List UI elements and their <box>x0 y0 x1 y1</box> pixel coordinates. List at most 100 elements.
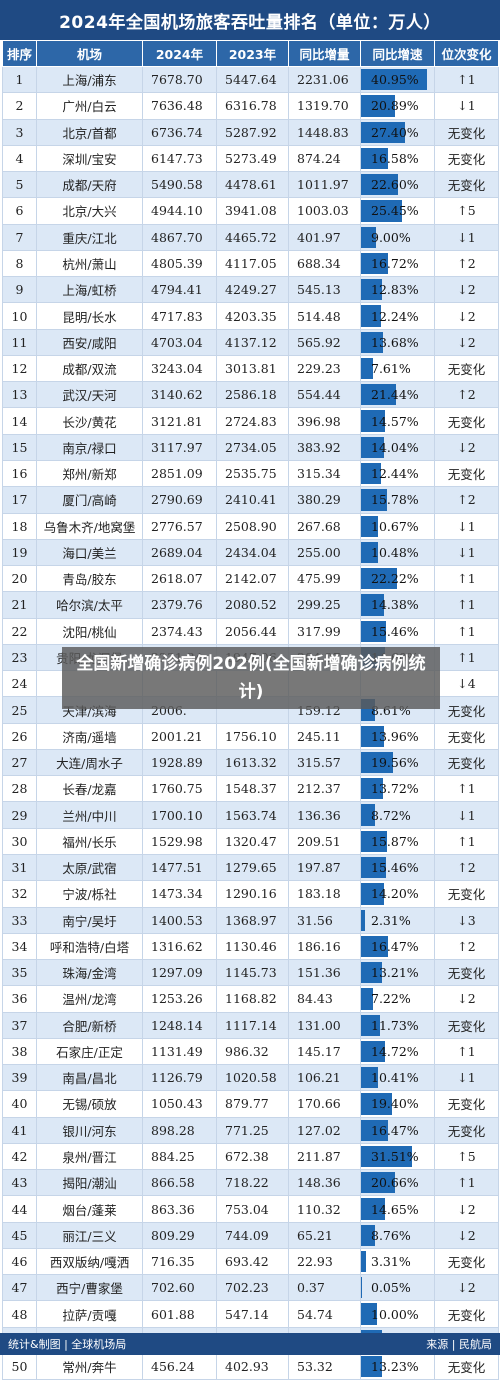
column-header: 2023年 <box>217 41 289 67</box>
passengers-2023-cell: 5447.64 <box>217 67 289 93</box>
rank-change-cell: 无变化 <box>435 145 499 171</box>
rank-cell: 42 <box>3 1143 37 1169</box>
increase-cell: 688.34 <box>289 250 361 276</box>
passengers-2023-cell: 547.14 <box>217 1301 289 1327</box>
increase-cell: 53.32 <box>289 1354 361 1380</box>
passengers-2024-cell: 809.29 <box>143 1222 217 1248</box>
airport-cell: 青岛/胶东 <box>37 566 143 592</box>
rank-cell: 14 <box>3 408 37 434</box>
increase-cell: 396.98 <box>289 408 361 434</box>
rank-change-cell: ↑2 <box>435 382 499 408</box>
airport-cell: 杭州/萧山 <box>37 250 143 276</box>
passengers-2023-cell: 986.32 <box>217 1038 289 1064</box>
rank-cell: 26 <box>3 723 37 749</box>
rank-change-cell: ↓2 <box>435 303 499 329</box>
increase-cell: 136.36 <box>289 802 361 828</box>
passengers-2023-cell: 3013.81 <box>217 355 289 381</box>
rank-change-cell: ↑5 <box>435 198 499 224</box>
passengers-2024-cell: 898.28 <box>143 1117 217 1143</box>
increase-cell: 151.36 <box>289 960 361 986</box>
passengers-2023-cell: 879.77 <box>217 1091 289 1117</box>
increase-cell: 212.37 <box>289 776 361 802</box>
growth-rate-cell: 25.45% <box>361 198 435 224</box>
growth-rate-text: 7.61% <box>361 361 411 376</box>
increase-cell: 475.99 <box>289 566 361 592</box>
growth-rate-cell: 13.21% <box>361 960 435 986</box>
airport-cell: 哈尔滨/太平 <box>37 592 143 618</box>
rank-change-cell: ↑1 <box>435 644 499 670</box>
growth-rate-cell: 11.73% <box>361 1012 435 1038</box>
growth-rate-text: 16.47% <box>361 939 419 954</box>
passengers-2024-cell: 4867.70 <box>143 224 217 250</box>
growth-rate-text: 25.45% <box>361 203 419 218</box>
news-overlay-banner[interactable]: 全国新增确诊病例202例(全国新增确诊病例统计) <box>62 647 440 709</box>
growth-rate-cell: 10.67% <box>361 513 435 539</box>
growth-rate-cell: 0.05% <box>361 1275 435 1301</box>
growth-rate-cell: 15.46% <box>361 618 435 644</box>
passengers-2023-cell: 1368.97 <box>217 907 289 933</box>
airport-cell: 太原/武宿 <box>37 854 143 880</box>
rank-cell: 12 <box>3 355 37 381</box>
increase-cell: 84.43 <box>289 986 361 1012</box>
growth-rate-cell: 8.76% <box>361 1222 435 1248</box>
rank-change-cell: ↑5 <box>435 1143 499 1169</box>
passengers-2024-cell: 601.88 <box>143 1301 217 1327</box>
growth-rate-text: 14.04% <box>361 440 419 455</box>
airport-cell: 泉州/晋江 <box>37 1143 143 1169</box>
rank-cell: 3 <box>3 119 37 145</box>
growth-rate-cell: 16.72% <box>361 250 435 276</box>
passengers-2023-cell: 2434.04 <box>217 539 289 565</box>
growth-rate-cell: 22.60% <box>361 172 435 198</box>
growth-rate-text: 19.40% <box>361 1096 419 1111</box>
passengers-2024-cell: 1477.51 <box>143 854 217 880</box>
increase-cell: 229.23 <box>289 355 361 381</box>
rank-cell: 2 <box>3 93 37 119</box>
airport-cell: 西安/咸阳 <box>37 329 143 355</box>
rank-cell: 30 <box>3 828 37 854</box>
passengers-2024-cell: 1400.53 <box>143 907 217 933</box>
passengers-2023-cell: 1279.65 <box>217 854 289 880</box>
passengers-2024-cell: 7678.70 <box>143 67 217 93</box>
rank-change-cell: ↓3 <box>435 907 499 933</box>
airport-cell: 乌鲁木齐/地窝堡 <box>37 513 143 539</box>
growth-rate-cell: 13.68% <box>361 329 435 355</box>
increase-cell: 106.21 <box>289 1065 361 1091</box>
rank-cell: 21 <box>3 592 37 618</box>
passengers-2023-cell: 4465.72 <box>217 224 289 250</box>
growth-rate-cell: 7.22% <box>361 986 435 1012</box>
rank-cell: 18 <box>3 513 37 539</box>
passengers-2023-cell: 1117.14 <box>217 1012 289 1038</box>
passengers-2024-cell: 6147.73 <box>143 145 217 171</box>
rank-change-cell: 无变化 <box>435 881 499 907</box>
growth-rate-text: 12.83% <box>361 282 419 297</box>
rank-cell: 47 <box>3 1275 37 1301</box>
airport-cell: 揭阳/潮汕 <box>37 1170 143 1196</box>
growth-rate-cell: 10.48% <box>361 539 435 565</box>
passengers-2023-cell: 753.04 <box>217 1196 289 1222</box>
passengers-2024-cell: 1473.34 <box>143 881 217 907</box>
rank-cell: 10 <box>3 303 37 329</box>
passengers-2024-cell: 3243.04 <box>143 355 217 381</box>
airport-cell: 济南/遥墙 <box>37 723 143 749</box>
airport-cell: 长沙/黄花 <box>37 408 143 434</box>
column-header: 排序 <box>3 41 37 67</box>
increase-cell: 1011.97 <box>289 172 361 198</box>
increase-cell: 1003.03 <box>289 198 361 224</box>
growth-rate-text: 15.46% <box>361 624 419 639</box>
growth-rate-text: 13.23% <box>361 1359 419 1374</box>
passengers-2024-cell: 3140.62 <box>143 382 217 408</box>
